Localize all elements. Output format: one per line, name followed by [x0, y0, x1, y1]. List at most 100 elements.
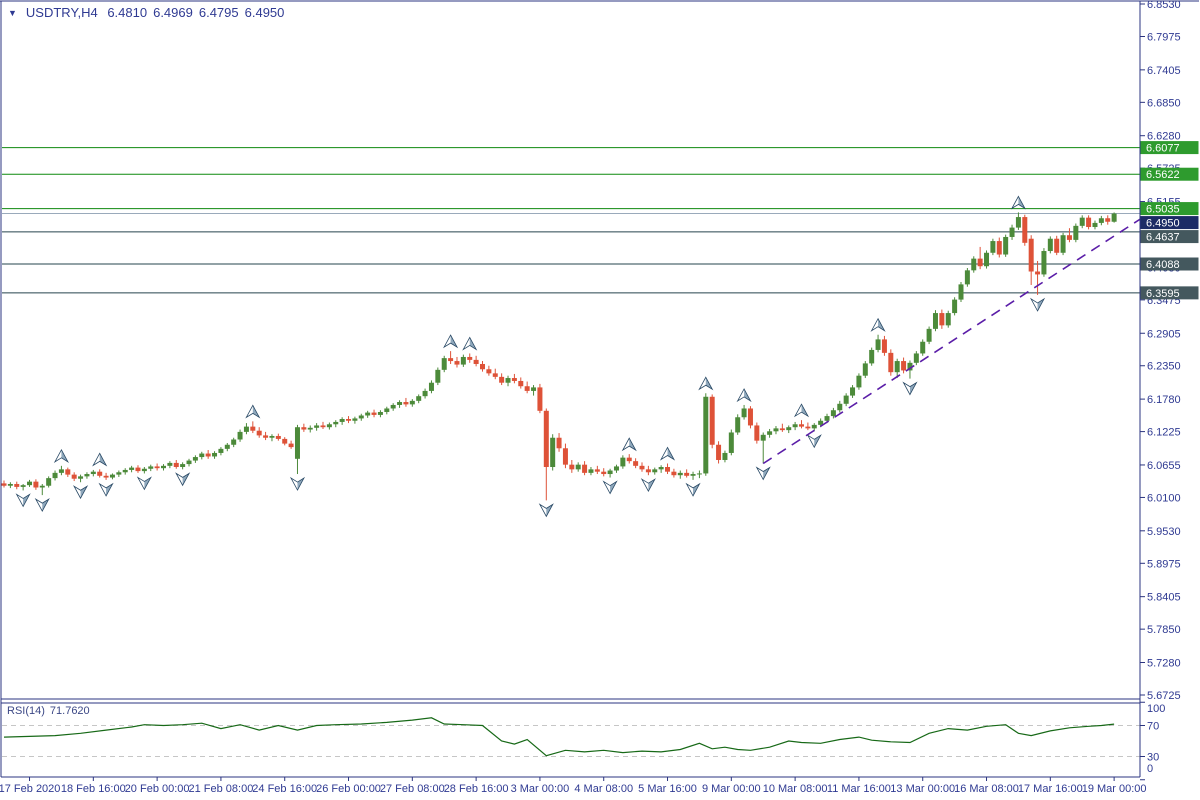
time-tick-label: 5 Mar 16:00	[638, 783, 697, 795]
candle-body	[141, 468, 147, 472]
candle-body	[894, 361, 900, 373]
candle-body	[824, 416, 830, 421]
candle	[1041, 248, 1047, 277]
candle-body	[607, 470, 613, 475]
candle	[505, 375, 511, 387]
candle	[103, 472, 109, 480]
candle	[97, 469, 103, 478]
price-tick-label: 5.8975	[1147, 558, 1181, 570]
candle	[339, 417, 345, 425]
candle-body	[224, 444, 230, 449]
candle	[907, 360, 913, 379]
candle-body	[1060, 235, 1066, 253]
candle	[52, 470, 58, 481]
candle	[7, 482, 13, 489]
candle-body	[275, 435, 281, 439]
candle	[78, 474, 84, 483]
candle-body	[161, 465, 166, 469]
arrow-outline	[870, 317, 886, 332]
candle-body	[945, 313, 951, 326]
candle	[996, 237, 1002, 258]
candle	[582, 461, 588, 476]
candle-body	[397, 402, 403, 405]
arrow-outline	[245, 404, 261, 419]
candle	[875, 334, 881, 353]
arrow-outline	[175, 472, 191, 487]
candle-body	[192, 457, 198, 461]
candle-body	[384, 408, 390, 412]
candle-body	[243, 426, 249, 432]
candle	[180, 462, 186, 470]
price-axis[interactable]: 6.85306.79756.74056.68506.62806.57256.51…	[1140, 0, 1181, 702]
candle-body	[1054, 238, 1060, 253]
candle	[282, 437, 288, 446]
candle-body	[652, 469, 658, 473]
candle-body	[148, 466, 154, 469]
candle-body	[964, 270, 970, 285]
price-tag-bg	[1140, 202, 1199, 216]
candle-body	[735, 417, 741, 433]
candle-body	[1066, 235, 1072, 240]
candle	[199, 451, 205, 460]
candle-body	[492, 373, 498, 377]
candle-body	[173, 462, 179, 468]
candle	[779, 423, 785, 432]
trendline[interactable]	[762, 210, 1153, 465]
fractal-down-arrow-icon	[72, 485, 89, 500]
candle	[441, 355, 447, 373]
candle-body	[856, 375, 862, 388]
candle-body	[27, 481, 33, 486]
time-tick-label: 17 Feb 2020	[0, 783, 60, 795]
candle-body	[888, 352, 894, 373]
candle	[562, 443, 568, 469]
fractal-up-arrow-icon	[462, 336, 478, 351]
candle	[39, 483, 45, 496]
candle	[620, 455, 626, 469]
price-tag-bg	[1140, 167, 1199, 181]
candle	[716, 441, 722, 464]
candle	[416, 394, 422, 404]
fractal-down-arrow-icon	[1029, 297, 1046, 312]
candle-body	[531, 387, 537, 391]
time-tick-label: 27 Feb 08:00	[380, 783, 445, 795]
rsi-scale-label: 100	[1147, 703, 1165, 715]
candle	[365, 410, 371, 418]
candle-body	[728, 432, 734, 453]
time-tick-label: 9 Mar 00:00	[702, 783, 761, 795]
symbol-dropdown-icon[interactable]: ▼	[8, 8, 17, 18]
candle	[320, 421, 326, 429]
candle	[747, 406, 753, 429]
arrow-outline	[698, 376, 714, 391]
candle-body	[1092, 222, 1098, 228]
candle-body	[907, 362, 913, 371]
candle	[1047, 236, 1053, 254]
symbol-period-label: USDTRY,H4	[25, 5, 98, 20]
time-tick-label: 4 Mar 08:00	[574, 783, 633, 795]
ohlc-high: 6.4969	[153, 5, 193, 20]
price-tag-bg	[1140, 141, 1199, 155]
candle	[129, 465, 135, 473]
candle-body	[786, 427, 792, 431]
candle-body	[71, 474, 77, 479]
candle-body	[346, 419, 352, 421]
fractal-down-arrow-icon	[136, 476, 152, 491]
candle	[856, 373, 862, 390]
candle	[607, 468, 613, 478]
chart-title: ▼ USDTRY,H4 6.4810 6.4969 6.4795 6.4950	[8, 5, 284, 20]
candle	[722, 450, 728, 463]
candle	[1015, 212, 1021, 230]
price-tag-bg	[1140, 230, 1199, 244]
current-price-tag: 6.4950	[1140, 216, 1199, 230]
candle-body	[645, 469, 651, 473]
candle-body	[135, 467, 141, 472]
arrow-outline	[98, 482, 114, 497]
candle	[677, 470, 683, 479]
ohlc-close: 6.4950	[244, 5, 285, 20]
rsi-value: 71.7620	[49, 705, 90, 717]
candle	[913, 351, 919, 366]
candle-body	[90, 471, 96, 475]
candle-body	[1028, 238, 1034, 272]
